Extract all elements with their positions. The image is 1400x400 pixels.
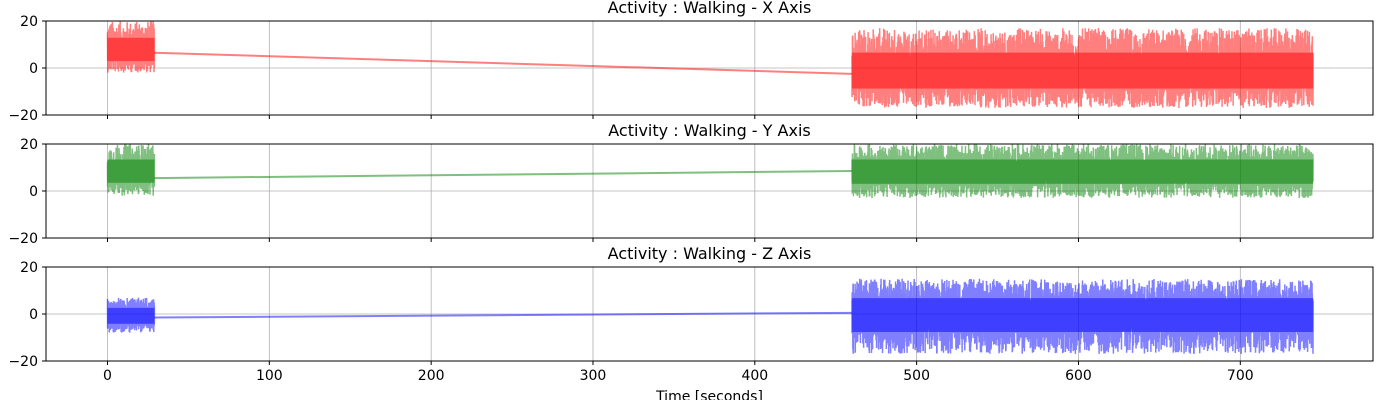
y-tick-label: −20 [8,231,38,247]
chart-title: Activity : Walking - X Axis [608,0,812,17]
x-tick-label: 400 [741,368,768,384]
signal-trace [106,297,156,333]
chart-title: Activity : Walking - Y Axis [608,121,810,140]
signal-band [851,159,1314,184]
y-tick-label: 0 [29,61,38,77]
x-axis-label: Time [seconds] [655,389,763,400]
signal-connector [154,170,852,180]
signal-band [107,307,155,324]
chart-panel-2: 0 100 200 300 400 500 600 700 −20 0 20 Activity : W… [8,244,1374,400]
x-tick-label: 100 [256,368,283,384]
y-tick-label: 20 [20,137,38,153]
chart-panel-0: −20 0 20 Activity : Walking - X Axis [8,0,1374,124]
signal-band [107,159,155,183]
y-tick-label: −20 [8,354,38,370]
x-tick-label: 500 [903,368,930,384]
series-group [106,278,1314,354]
signal-connector [154,51,852,75]
signal-trace [851,278,1314,354]
y-tick-label: 0 [29,184,38,200]
x-tick-label: 700 [1227,368,1254,384]
x-tick-label: 200 [418,368,445,384]
signal-band [107,37,155,62]
signal-connector [154,311,852,319]
series-group [106,21,1314,108]
signal-trace [851,28,1314,108]
signal-band [851,52,1314,89]
x-tick-label: 600 [1065,368,1092,384]
y-tick-label: 0 [29,307,38,323]
series-group [106,144,1314,199]
signal-band [851,298,1314,332]
y-tick-label: 20 [20,260,38,276]
x-tick-label: 0 [103,368,112,384]
x-tick-label: 300 [580,368,607,384]
y-tick-label: 20 [20,14,38,30]
chart-panel-1: −20 0 20 Activity : Walking - Y Axis [8,121,1374,247]
y-tick-label: −20 [8,108,38,124]
chart-title: Activity : Walking - Z Axis [608,244,812,263]
